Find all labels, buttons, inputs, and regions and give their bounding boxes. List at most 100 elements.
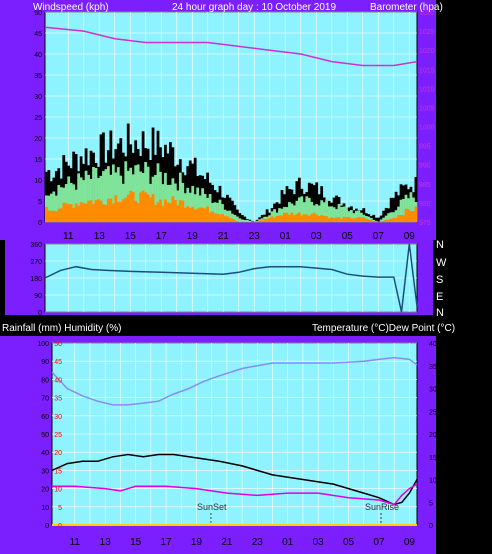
wind-average-bar [397,206,400,222]
wind-minimum-bar [59,208,63,222]
windspeed-axis-title: Windspeed (kph) [33,2,109,13]
wind-average-bar [404,194,408,222]
wind-minimum-bar [136,203,140,222]
wind-average-bar [387,213,391,222]
sunrise-label: SunRise [365,502,399,512]
wind-x-tick-label: 03 [311,231,323,242]
wind-average-bar [69,182,73,222]
wind-gust-bar [372,214,376,222]
wind-average-bar [245,219,249,222]
wind-minimum-bar [387,219,391,222]
wind-minimum-bar [77,205,81,222]
wind-minimum-bar [347,216,351,222]
wind-minimum-bar [322,215,326,222]
wind-average-bar [191,185,195,222]
wind-minimum-bar [164,199,167,222]
wind-gust-bar [394,191,398,222]
wind-minimum-bar [369,219,373,222]
wind-average-bar [164,172,167,222]
wind-x-tick-label: 19 [187,231,199,242]
wind-minimum-bar [325,216,329,222]
wind-minimum-bar [67,204,71,222]
wind-x-tick-label: 05 [342,231,354,242]
wind-minimum-bar [159,199,162,222]
wind-average-bar [203,193,207,222]
wind-average-bar [248,220,252,222]
wind-average-bar [87,174,90,222]
wind-minimum-bar [191,206,195,222]
chart-title: 24 hour graph day : 10 October 2019 [172,2,336,13]
wind-minimum-bar [84,203,88,222]
barometer-tick-label: 980 [419,201,431,208]
wind-minimum-bar [171,196,175,222]
temperature-tick-label: 5 [429,500,433,507]
wind-average-bar [223,209,227,222]
wind-minimum-bar [327,218,331,222]
wind-gust-bar [389,197,393,222]
wind-average-bar [159,171,162,222]
wind-gust-bar [377,217,381,222]
wind-minimum-bar [146,194,150,222]
climate-x-tick-label: 05 [343,537,355,548]
wind-minimum-bar [268,217,271,222]
wind-average-bar [399,199,403,222]
wind-minimum-bar [350,218,353,222]
wind-average-bar [347,211,351,222]
wind-x-tick-label: 13 [94,231,106,242]
rainfall-tick-label: 0 [58,523,62,530]
wind-gust-bar [193,157,197,222]
direction-tick-label: 90 [34,293,42,300]
wind-minimum-bar [362,217,366,222]
wind-minimum-bar [302,214,306,222]
wind-minimum-bar [330,217,333,222]
wind-average-bar [305,196,309,222]
wind-gust-bar [169,142,172,222]
wind-average-bar [102,171,105,222]
wind-minimum-bar [382,220,386,222]
wind-average-bar [392,212,395,222]
climate-x-tick-label: 03 [313,537,325,548]
wind-minimum-bar [218,214,222,222]
wind-average-bar [238,218,242,222]
wind-minimum-bar [124,197,128,222]
wind-minimum-bar [49,210,53,222]
windspeed-tick-label: 40 [34,52,42,59]
wind-gust-bar [275,202,279,222]
wind-average-bar [302,202,306,222]
wind-minimum-bar [359,217,363,222]
wind-average-bar [350,210,353,222]
wind-average-bar [389,212,393,222]
climate-x-tick-label: 15 [130,537,142,548]
wind-minimum-bar [307,215,311,222]
wind-minimum-bar [208,212,212,222]
direction-tick-label: 0 [38,310,42,317]
wind-minimum-bar [317,216,321,222]
wind-minimum-bar [154,204,157,222]
humidity-line [51,356,418,406]
wind-average-bar [297,197,301,222]
wind-average-bar [335,209,338,222]
wind-average-bar [84,170,88,222]
wind-average-bar [394,210,398,222]
wind-minimum-bar [263,219,267,222]
wind-gust-bar [226,194,229,222]
wind-minimum-bar [278,215,281,222]
wind-minimum-bar [258,220,262,222]
wind-minimum-bar [297,212,301,222]
wind-average-bar [367,216,371,222]
wind-minimum-bar [178,200,182,222]
wind-gust-bar [238,213,242,222]
wind-minimum-bar [201,207,205,222]
barometer-tick-label: 1030 [419,10,435,17]
wind-average-bar [154,174,157,222]
temperature-tick-label: 15 [429,455,437,462]
wind-average-bar [243,219,247,222]
wind-minimum-bar [193,209,197,222]
wind-average-bar [355,210,358,222]
wind-average-bar [337,204,341,222]
wind-minimum-bar [166,202,170,222]
compass-label-n-bottom: N [436,307,444,319]
wind-minimum-bar [114,195,118,222]
wind-minimum-bar [392,218,395,222]
wind-average-bar [57,185,61,222]
